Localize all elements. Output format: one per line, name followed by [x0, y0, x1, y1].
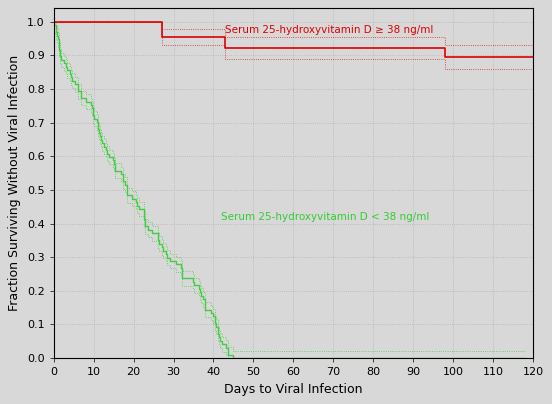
Text: Serum 25-hydroxyvitamin D ≥ 38 ng/ml: Serum 25-hydroxyvitamin D ≥ 38 ng/ml — [225, 25, 434, 35]
X-axis label: Days to Viral Infection: Days to Viral Infection — [224, 383, 363, 396]
Text: Serum 25-hydroxyvitamin D < 38 ng/ml: Serum 25-hydroxyvitamin D < 38 ng/ml — [221, 212, 430, 222]
Y-axis label: Fraction Surviving Without Viral Infection: Fraction Surviving Without Viral Infecti… — [8, 55, 22, 311]
